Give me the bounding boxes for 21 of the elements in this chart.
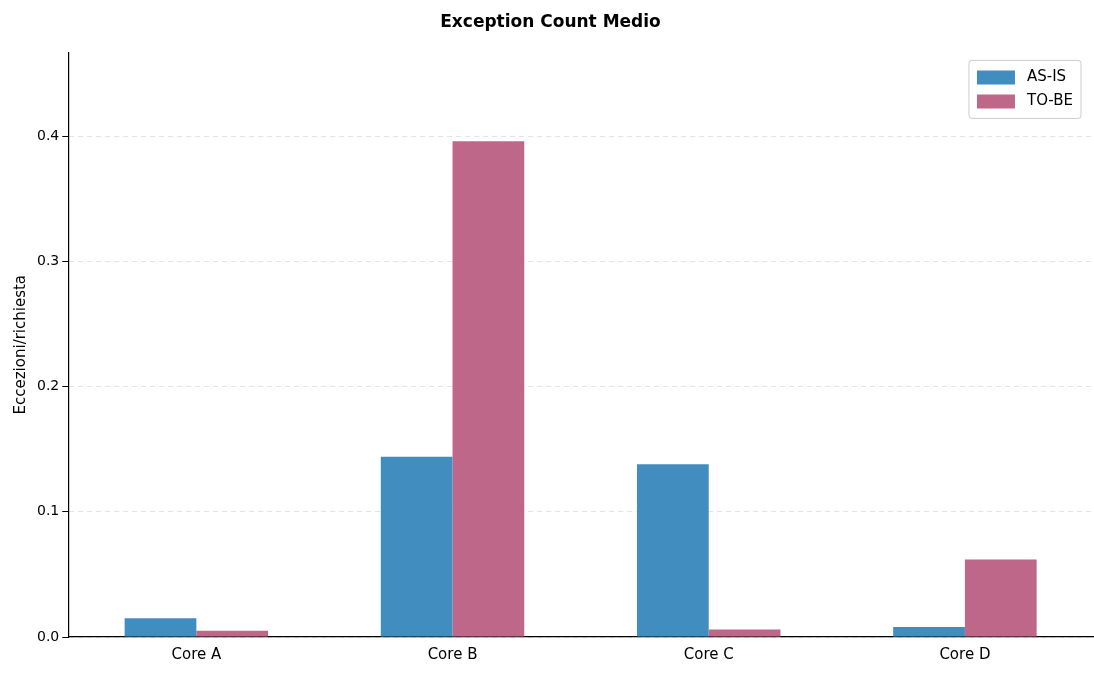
x-tick-label: Core D (939, 644, 991, 663)
bar (964, 559, 1037, 637)
x-tick-label: Core B (427, 644, 478, 663)
y-tick-label: 0.4 (37, 126, 60, 143)
y-tick-label: 0.2 (37, 377, 60, 394)
bar (636, 464, 709, 637)
y-tick-label: 0.0 (37, 627, 60, 644)
bar (708, 629, 781, 637)
bar (124, 618, 197, 637)
y-axis-title: Eccezioni/richiesta (10, 274, 29, 415)
x-tick-label: Core A (171, 644, 222, 663)
bar (196, 630, 269, 637)
bar (452, 141, 525, 637)
bar (380, 456, 453, 637)
bar (893, 626, 965, 637)
chart-title: Exception Count Medio (440, 10, 661, 31)
legend-label: TO-BE (1025, 91, 1074, 110)
x-tick-label: Core C (683, 644, 734, 663)
y-tick-label: 0.3 (37, 252, 60, 269)
y-tick-label: 0.1 (37, 502, 60, 519)
legend-label: AS-IS (1026, 67, 1067, 86)
